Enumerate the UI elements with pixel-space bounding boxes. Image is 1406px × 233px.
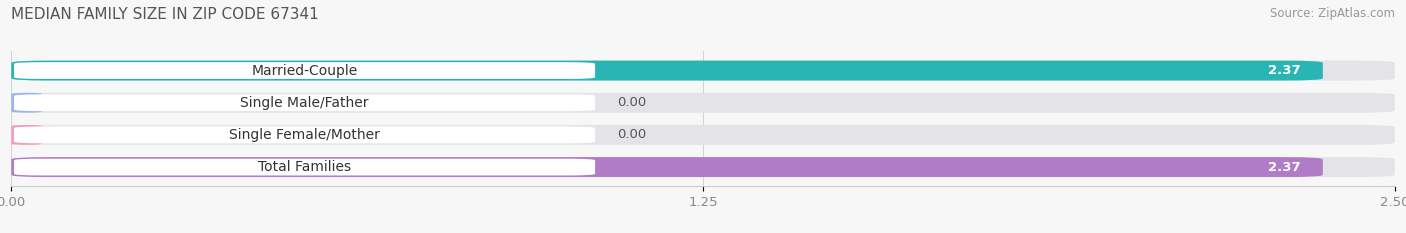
FancyBboxPatch shape: [14, 94, 595, 111]
FancyBboxPatch shape: [14, 127, 595, 143]
FancyBboxPatch shape: [14, 62, 595, 79]
Text: Single Male/Father: Single Male/Father: [240, 96, 368, 110]
FancyBboxPatch shape: [14, 159, 595, 175]
FancyBboxPatch shape: [11, 157, 1323, 177]
FancyBboxPatch shape: [11, 157, 1395, 177]
FancyBboxPatch shape: [11, 61, 1323, 81]
Text: 0.00: 0.00: [617, 96, 647, 109]
Text: 0.00: 0.00: [617, 128, 647, 141]
FancyBboxPatch shape: [11, 93, 1395, 113]
FancyBboxPatch shape: [11, 61, 1395, 81]
Text: Married-Couple: Married-Couple: [252, 64, 357, 78]
Text: 2.37: 2.37: [1268, 64, 1301, 77]
FancyBboxPatch shape: [11, 93, 42, 113]
FancyBboxPatch shape: [11, 125, 42, 145]
Text: MEDIAN FAMILY SIZE IN ZIP CODE 67341: MEDIAN FAMILY SIZE IN ZIP CODE 67341: [11, 7, 319, 22]
Text: 2.37: 2.37: [1268, 161, 1301, 174]
Text: Source: ZipAtlas.com: Source: ZipAtlas.com: [1270, 7, 1395, 20]
FancyBboxPatch shape: [11, 125, 1395, 145]
Text: Single Female/Mother: Single Female/Mother: [229, 128, 380, 142]
Text: Total Families: Total Families: [257, 160, 352, 174]
